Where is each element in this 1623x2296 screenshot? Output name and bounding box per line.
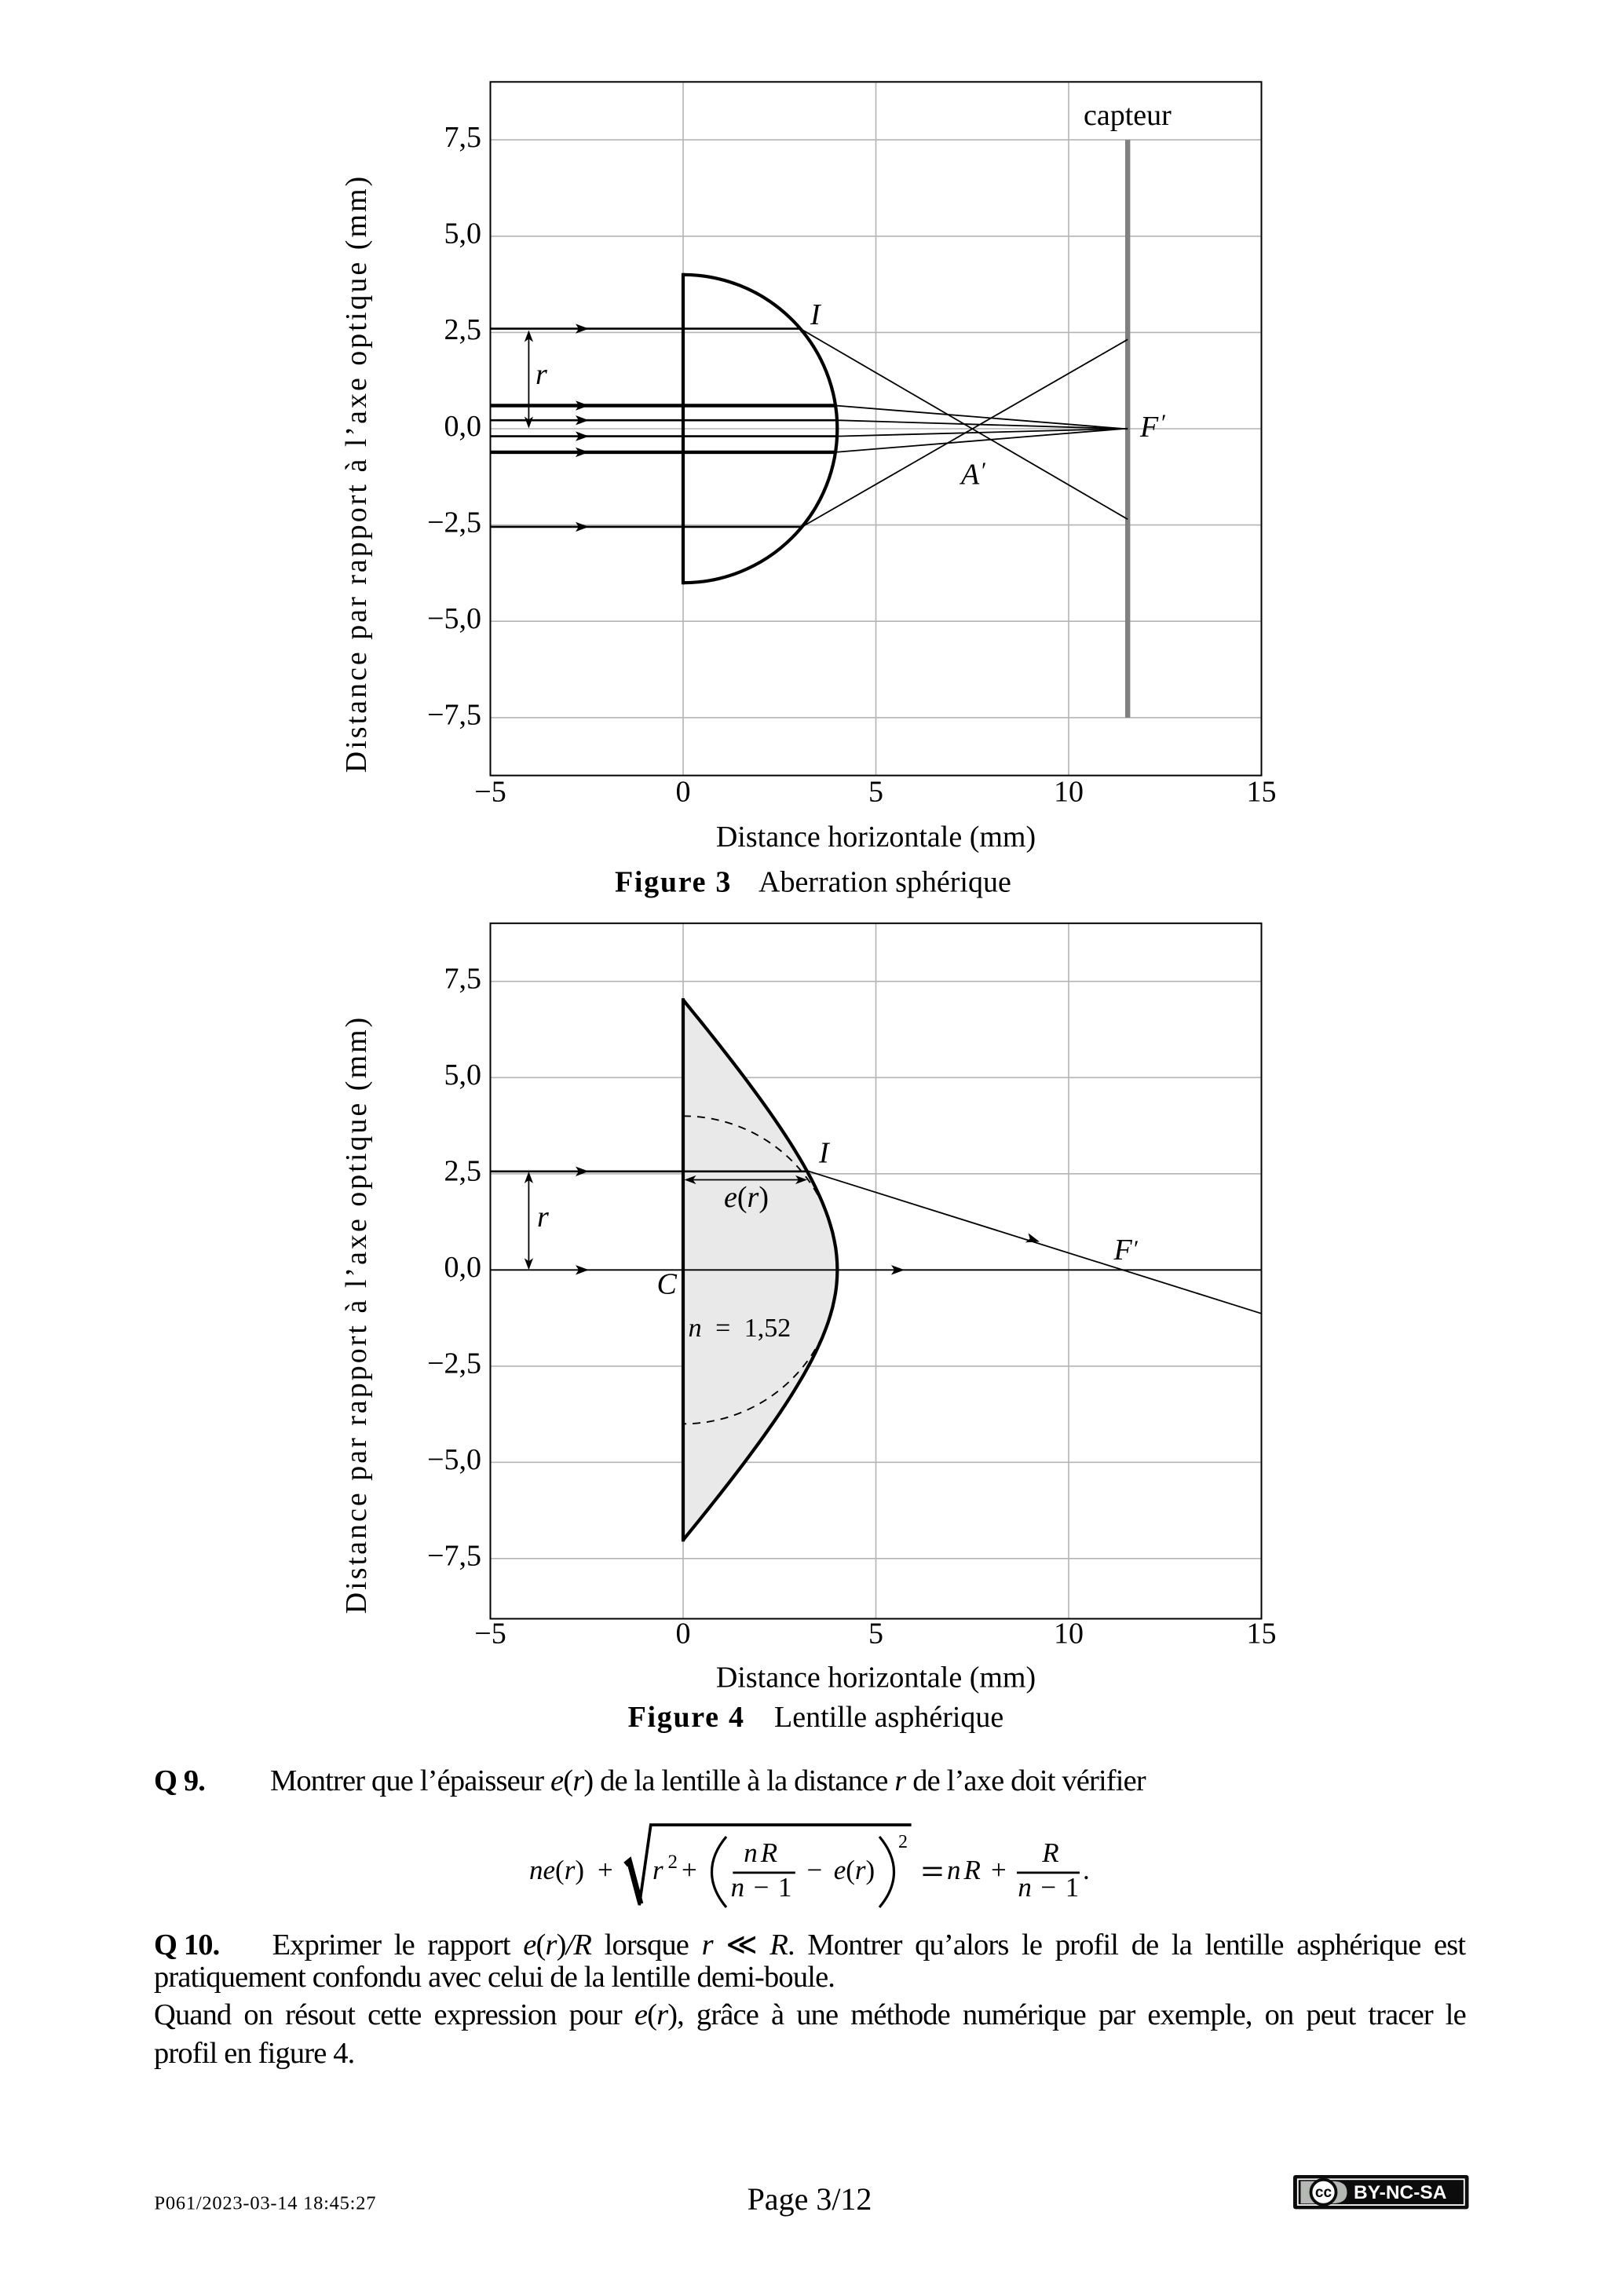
svg-text:+: + [991,1855,1007,1885]
svg-text:A: A [959,459,980,492]
svg-text:r: r [652,1855,663,1885]
svg-text:−5: −5 [474,776,506,809]
svg-text:r: r [536,358,547,391]
svg-text:′: ′ [981,458,987,484]
svg-text:Figure 4: Figure 4 [628,1701,745,1734]
svg-text:e(r): e(r) [724,1181,769,1214]
svg-text:2: 2 [898,1832,908,1852]
svg-text:P061/2023-03-14 18:45:27: P061/2023-03-14 18:45:27 [155,2193,377,2214]
svg-text:Lentille asphérique: Lentille asphérique [774,1701,1003,1734]
svg-text:.: . [1083,1855,1090,1885]
svg-text:Distance horizontale (mm): Distance horizontale (mm) [716,821,1036,854]
svg-text:Distance horizontale (mm): Distance horizontale (mm) [716,1662,1036,1695]
svg-text:15: 15 [1247,1618,1277,1651]
svg-text:C: C [657,1268,678,1301]
svg-text:2,5: 2,5 [444,1155,482,1188]
svg-text:cc: cc [1315,2184,1332,2201]
svg-text:ne(r): ne(r) [529,1855,584,1885]
svg-text:−2,5: −2,5 [427,506,481,539]
svg-text:−7,5: −7,5 [427,699,481,732]
svg-text:n − 1: n − 1 [731,1872,793,1903]
svg-text:7,5: 7,5 [444,121,482,154]
svg-text:−5,0: −5,0 [427,1443,481,1476]
svg-text:15: 15 [1247,776,1277,809]
svg-text:′: ′ [1134,1236,1139,1262]
svg-text:Distance par rapport à l’axe o: Distance par rapport à l’axe optique (mm… [340,174,373,773]
svg-text:Page 3/12: Page 3/12 [748,2181,872,2217]
svg-text:n = 1,52: n = 1,52 [689,1314,791,1343]
svg-text:5,0: 5,0 [444,1058,482,1091]
svg-text:10: 10 [1054,776,1084,809]
svg-text:r: r [537,1201,549,1234]
svg-text:−2,5: −2,5 [427,1347,481,1380]
svg-text:F: F [1139,411,1159,444]
svg-text:nR: nR [947,1855,984,1885]
svg-text:n − 1: n − 1 [1018,1872,1080,1903]
svg-text:2,5: 2,5 [444,313,482,346]
svg-text:I: I [818,1137,831,1170]
svg-text:+: + [598,1855,613,1885]
svg-text:0: 0 [676,776,691,809]
svg-text:5,0: 5,0 [444,218,482,250]
svg-text:−5: −5 [474,1618,506,1651]
svg-text:7,5: 7,5 [444,963,482,996]
svg-text:0,0: 0,0 [444,1251,482,1284]
svg-text:′: ′ [1161,410,1167,436]
svg-text:0: 0 [676,1618,691,1651]
svg-text:−7,5: −7,5 [427,1540,481,1573]
svg-text:+: + [682,1855,697,1885]
svg-text:Figure 3: Figure 3 [615,865,732,898]
svg-text:Distance par rapport à l’axe o: Distance par rapport à l’axe optique (mm… [340,1015,373,1614]
svg-text:e(r): e(r) [834,1855,875,1885]
svg-text:2: 2 [668,1852,678,1873]
svg-text:10: 10 [1054,1618,1084,1651]
svg-text:5: 5 [868,776,883,809]
svg-text:capteur: capteur [1084,99,1172,132]
svg-text:−5,0: −5,0 [427,602,481,635]
svg-text:5: 5 [868,1618,883,1651]
svg-text:0,0: 0,0 [444,410,482,443]
svg-text:−: − [807,1855,823,1885]
svg-text:I: I [810,298,822,331]
svg-text:F: F [1113,1234,1133,1267]
svg-text:nR: nR [744,1837,780,1868]
svg-text:BY-NC-SA: BY-NC-SA [1354,2182,1447,2203]
svg-text:Aberration sphérique: Aberration sphérique [758,865,1011,898]
svg-text:R: R [1041,1837,1058,1868]
